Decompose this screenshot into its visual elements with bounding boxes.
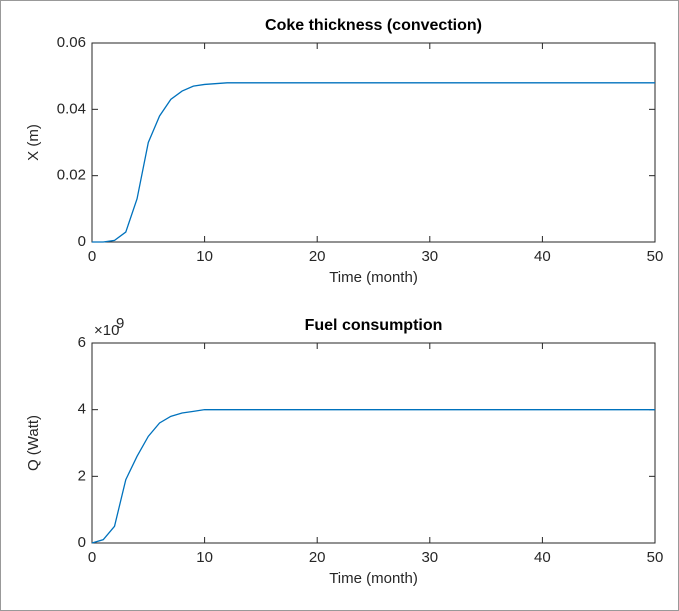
x-tick-label: 40 xyxy=(534,549,551,566)
data-line xyxy=(91,409,655,544)
x-tick-label: 10 xyxy=(196,549,213,566)
x-tick-label: 40 xyxy=(534,248,551,265)
y-scale-label: ×10 xyxy=(94,322,119,339)
data-line xyxy=(92,82,655,243)
chart-title: Coke thickness (convection) xyxy=(265,17,482,34)
y-tick-label: 4 xyxy=(78,401,86,418)
x-tick-label: 0 xyxy=(88,549,96,566)
x-axis-label: Time (month) xyxy=(329,570,418,587)
x-axis-label: Time (month) xyxy=(329,269,418,286)
y-tick-label: 0 xyxy=(78,233,86,250)
y-tick-label: 0.06 xyxy=(57,34,86,51)
x-tick-label: 30 xyxy=(421,248,438,265)
y-tick-label: 0 xyxy=(78,534,86,551)
x-tick-label: 50 xyxy=(647,549,664,566)
y-tick-label: 6 xyxy=(78,334,86,351)
x-tick-label: 30 xyxy=(421,549,438,566)
x-tick-label: 20 xyxy=(309,248,326,265)
y-tick-label: 0.04 xyxy=(57,100,86,117)
plot-area xyxy=(91,342,656,544)
y-axis-label: Q (Watt) xyxy=(25,415,42,471)
x-tick-label: 50 xyxy=(647,248,664,265)
chart-title: Fuel consumption xyxy=(305,317,443,334)
y-scale-exponent: 9 xyxy=(116,315,124,332)
x-tick-label: 20 xyxy=(309,549,326,566)
x-tick-label: 10 xyxy=(196,248,213,265)
x-tick-label: 0 xyxy=(88,248,96,265)
y-tick-label: 2 xyxy=(78,467,86,484)
y-axis-label: X (m) xyxy=(25,124,42,161)
y-tick-label: 0.02 xyxy=(57,167,86,184)
plot-area xyxy=(91,42,656,243)
